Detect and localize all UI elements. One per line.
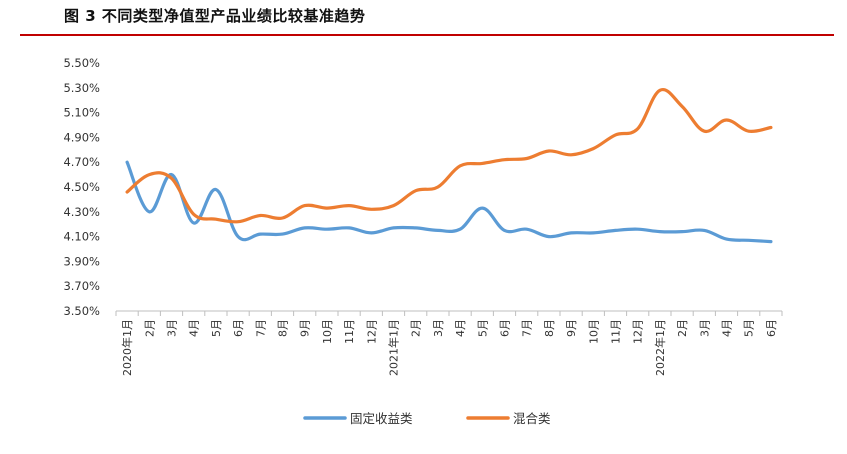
y-tick-label: 5.10% (63, 106, 100, 120)
x-tick-label: 12月 (632, 319, 645, 344)
x-tick-label: 2022年1月 (653, 319, 667, 376)
y-tick-label: 3.50% (63, 304, 100, 318)
x-tick-label: 5月 (476, 319, 489, 337)
x-tick-label: 4月 (188, 319, 201, 337)
y-tick-label: 5.50% (63, 56, 100, 70)
x-tick-label: 4月 (721, 319, 734, 337)
y-tick-label: 3.70% (63, 279, 100, 293)
series-line-0 (125, 160, 773, 244)
y-tick-label: 3.90% (63, 254, 100, 268)
legend-label: 固定收益类 (350, 411, 413, 426)
x-tick-label: 8月 (543, 319, 556, 337)
x-tick-label: 3月 (698, 319, 711, 337)
x-tick-label: 11月 (610, 319, 623, 344)
x-tick-label: 6月 (499, 319, 512, 337)
y-tick-label: 4.90% (63, 130, 100, 144)
x-tick-label: 11月 (343, 319, 356, 344)
x-tick-label: 9月 (299, 319, 312, 337)
x-tick-label: 7月 (254, 319, 267, 337)
x-tick-label: 3月 (166, 319, 179, 337)
title-underline (20, 34, 834, 36)
y-tick-label: 4.30% (63, 205, 100, 219)
series-line-1 (125, 87, 773, 224)
x-tick-label: 10月 (321, 319, 334, 344)
legend-label: 混合类 (513, 411, 551, 426)
x-tick-label: 2月 (410, 319, 423, 337)
x-tick-label: 6月 (232, 319, 245, 337)
x-tick-label: 2月 (143, 319, 156, 337)
y-tick-label: 4.10% (63, 230, 100, 244)
figure-title: 图 3 不同类型净值型产品业绩比较基准趋势 (64, 7, 366, 25)
y-tick-label: 4.70% (63, 155, 100, 169)
x-tick-label: 2020年1月 (120, 319, 134, 376)
y-tick-label: 5.30% (63, 81, 100, 95)
y-tick-label: 4.50% (63, 180, 100, 194)
x-tick-label: 6月 (765, 319, 778, 337)
x-tick-label: 2月 (676, 319, 689, 337)
x-tick-label: 12月 (365, 319, 378, 344)
x-tick-label: 7月 (521, 319, 534, 337)
x-tick-label: 10月 (587, 319, 600, 344)
x-tick-label: 5月 (743, 319, 756, 337)
x-tick-label: 8月 (277, 319, 290, 337)
x-tick-label: 3月 (432, 319, 445, 337)
x-tick-label: 5月 (210, 319, 223, 337)
x-tick-label: 9月 (565, 319, 578, 337)
x-tick-label: 2021年1月 (387, 319, 401, 376)
x-tick-label: 4月 (454, 319, 467, 337)
